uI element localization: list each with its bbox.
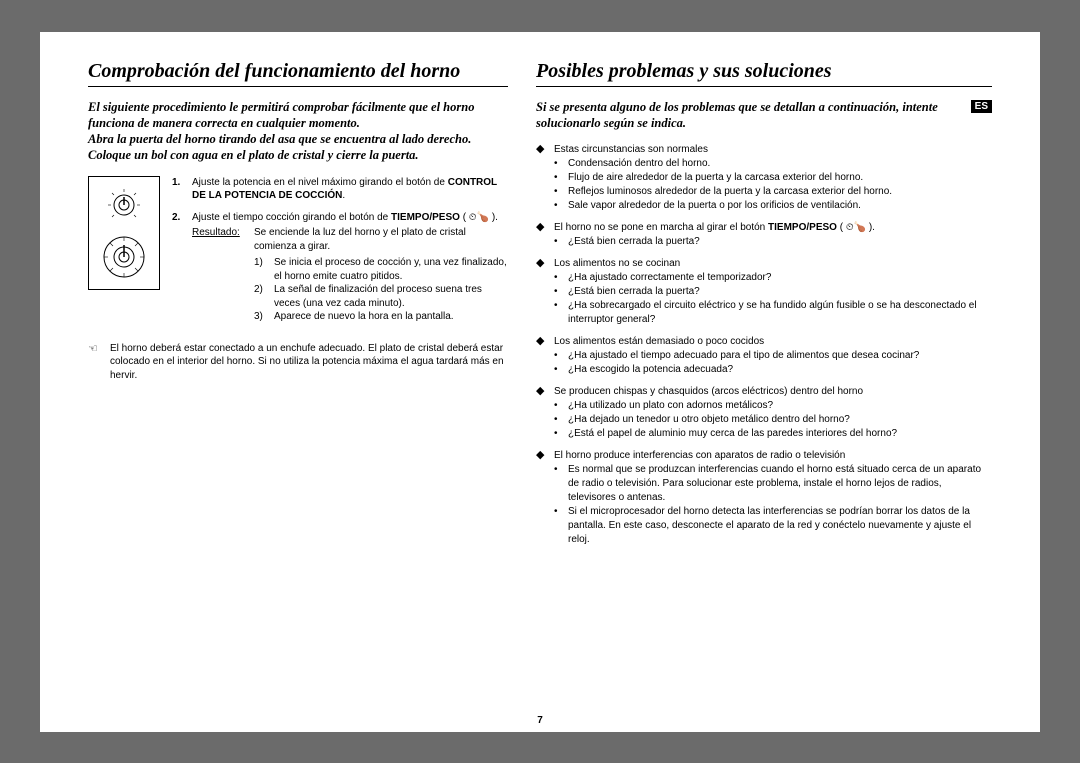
bullet-icon: • [554,157,562,171]
step-body: Ajuste el tiempo cocción girando el botó… [192,211,508,324]
step2-text-c: ( ⏲🍗 ). [460,212,498,223]
bullet-icon: • [554,171,562,185]
timer-dial-icon [96,231,152,283]
subnum: 2) [254,283,268,310]
ts-item: ¿Ha escogido la potencia adecuada? [568,363,733,377]
ts-header: El horno no se pone en marcha al girar e… [554,221,992,235]
ts-item: Es normal que se produzcan interferencia… [568,463,992,505]
dial-illustrations [88,176,160,290]
subnum: 1) [254,256,268,283]
diamond-icon: ◆ [536,221,546,249]
ts-header: Los alimentos no se cocinan [554,257,992,271]
power-dial-icon [96,183,152,223]
steps-row: 1. Ajuste la potencia en el nivel máximo… [88,176,508,332]
ts-item: ¿Ha ajustado el tiempo adecuado para el … [568,349,919,363]
bullet-icon: • [554,413,562,427]
bullet-icon: • [554,463,562,505]
left-intro: El siguiente procedimiento le permitirá … [88,99,508,164]
sublist: 1)Se inicia el proceso de cocción y, una… [254,256,508,324]
step-2: 2. Ajuste el tiempo cocción girando el b… [172,211,508,324]
ts-header: El horno produce interferencias con apar… [554,449,992,463]
ts-group: ◆ El horno no se pone en marcha al girar… [536,221,992,249]
note: ☜ El horno deberá estar conectado a un e… [88,342,508,383]
left-title: Comprobación del funcionamiento del horn… [88,60,508,87]
right-intro: Si se presenta alguno de los problemas q… [536,99,961,132]
ts-hdr-b: TIEMPO/PESO [768,222,837,233]
step-body: Ajuste la potencia en el nivel máximo gi… [192,176,508,203]
ts-item: Reflejos luminosos alrededor de la puert… [568,185,892,199]
bullet-icon: • [554,271,562,285]
bullet-icon: • [554,399,562,413]
ts-hdr-a: El horno no se pone en marcha al girar e… [554,222,768,233]
note-icon: ☜ [88,342,100,383]
left-column: Comprobación del funcionamiento del horn… [88,60,508,722]
ts-item: ¿Está el papel de aluminio muy cerca de … [568,427,897,441]
ts-item: ¿Ha sobrecargado el circuito eléctrico y… [568,299,992,327]
ts-item: Si el microprocesador del horno detecta … [568,505,992,547]
bullet-icon: • [554,199,562,213]
step2-text-b: TIEMPO/PESO [391,212,460,223]
ts-item: ¿Está bien cerrada la puerta? [568,235,700,249]
step1-text-a: Ajuste la potencia en el nivel máximo gi… [192,177,448,188]
ts-group: ◆ Los alimentos están demasiado o poco c… [536,335,992,377]
bullet-icon: • [554,427,562,441]
bullet-icon: • [554,505,562,547]
note-text: El horno deberá estar conectado a un enc… [110,342,508,383]
step1-text-c: . [342,190,345,201]
result-label: Resultado: [192,227,240,238]
ts-item: ¿Está bien cerrada la puerta? [568,285,700,299]
ts-header: Los alimentos están demasiado o poco coc… [554,335,992,349]
diamond-icon: ◆ [536,143,546,213]
sub1: Se inicia el proceso de cocción y, una v… [274,256,508,283]
bullet-icon: • [554,235,562,249]
diamond-icon: ◆ [536,449,546,547]
language-tab: ES [971,100,992,113]
bullet-icon: • [554,285,562,299]
right-header-row: Si se presenta alguno de los problemas q… [536,99,992,144]
ts-item: ¿Ha dejado un tenedor u otro objeto metá… [568,413,850,427]
step-1: 1. Ajuste la potencia en el nivel máximo… [172,176,508,203]
diamond-icon: ◆ [536,257,546,327]
bullet-icon: • [554,363,562,377]
ts-header: Estas circunstancias son normales [554,143,992,157]
diamond-icon: ◆ [536,335,546,377]
bullet-icon: • [554,349,562,363]
manual-page: Comprobación del funcionamiento del horn… [40,32,1040,732]
diamond-icon: ◆ [536,385,546,441]
sub2: La señal de finalización del proceso sue… [274,283,508,310]
ts-header: Se producen chispas y chasquidos (arcos … [554,385,992,399]
steps-list: 1. Ajuste la potencia en el nivel máximo… [172,176,508,332]
right-title: Posibles problemas y sus soluciones [536,60,992,87]
bullet-icon: • [554,299,562,327]
ts-hdr-c: ( ⏲🍗 ). [837,222,875,233]
step-number: 1. [172,176,184,203]
ts-item: Sale vapor alrededor de la puerta o por … [568,199,861,213]
ts-item: ¿Ha ajustado correctamente el temporizad… [568,271,771,285]
subnum: 3) [254,310,268,324]
ts-group: ◆ Estas circunstancias son normales • Con… [536,143,992,213]
step2-text-a: Ajuste el tiempo cocción girando el botó… [192,212,391,223]
ts-group: ◆ Los alimentos no se cocinan • ¿Ha ajust… [536,257,992,327]
page-number: 7 [40,715,1040,726]
right-column: Posibles problemas y sus soluciones Si s… [536,60,992,722]
troubleshoot-list: ◆ Estas circunstancias son normales • Con… [536,143,992,555]
step-number: 2. [172,211,184,324]
result-text: Se enciende la luz del horno y el plato … [254,226,508,253]
bullet-icon: • [554,185,562,199]
ts-item: Condensación dentro del horno. [568,157,710,171]
sub3: Aparece de nuevo la hora en la pantalla. [274,310,454,324]
ts-group: ◆ El horno produce interferencias con ap… [536,449,992,547]
ts-group: ◆ Se producen chispas y chasquidos (arco… [536,385,992,441]
ts-item: ¿Ha utilizado un plato con adornos metál… [568,399,773,413]
ts-item: Flujo de aire alrededor de la puerta y l… [568,171,863,185]
